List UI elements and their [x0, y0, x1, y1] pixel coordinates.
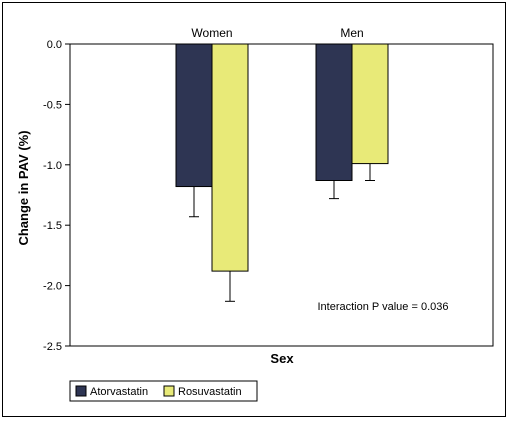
- bar: [175, 43, 213, 188]
- y-tick-label: -2.0: [43, 281, 62, 293]
- y-tick-label: -1.5: [43, 220, 62, 232]
- legend: Atorvastatin Rosuvastatin: [69, 380, 258, 402]
- legend-swatch: [163, 385, 175, 397]
- category-label: Men: [340, 26, 363, 40]
- bar: [211, 43, 249, 272]
- y-tick-label: -2.5: [43, 341, 62, 353]
- legend-label: Atorvastatin: [90, 386, 148, 398]
- y-tick-label: -0.5: [43, 99, 62, 111]
- bar: [315, 43, 353, 182]
- plot-area-border: [69, 43, 494, 347]
- category-label: Women: [191, 26, 232, 40]
- interaction-annotation: Interaction P value = 0.036: [318, 301, 449, 313]
- y-tick-label: -1.0: [43, 160, 62, 172]
- figure-frame: [2, 2, 506, 417]
- plot-layer: 0.0 -0.5 -1.0 -1.5 -2.0 -2.5 Women Men: [43, 26, 494, 353]
- legend-swatch: [75, 385, 87, 397]
- x-axis-title: Sex: [270, 351, 294, 366]
- bar: [351, 43, 389, 165]
- y-axis-title: Change in PAV (%): [16, 130, 31, 245]
- y-tick-label: 0.0: [47, 39, 62, 51]
- legend-label: Rosuvastatin: [178, 386, 242, 398]
